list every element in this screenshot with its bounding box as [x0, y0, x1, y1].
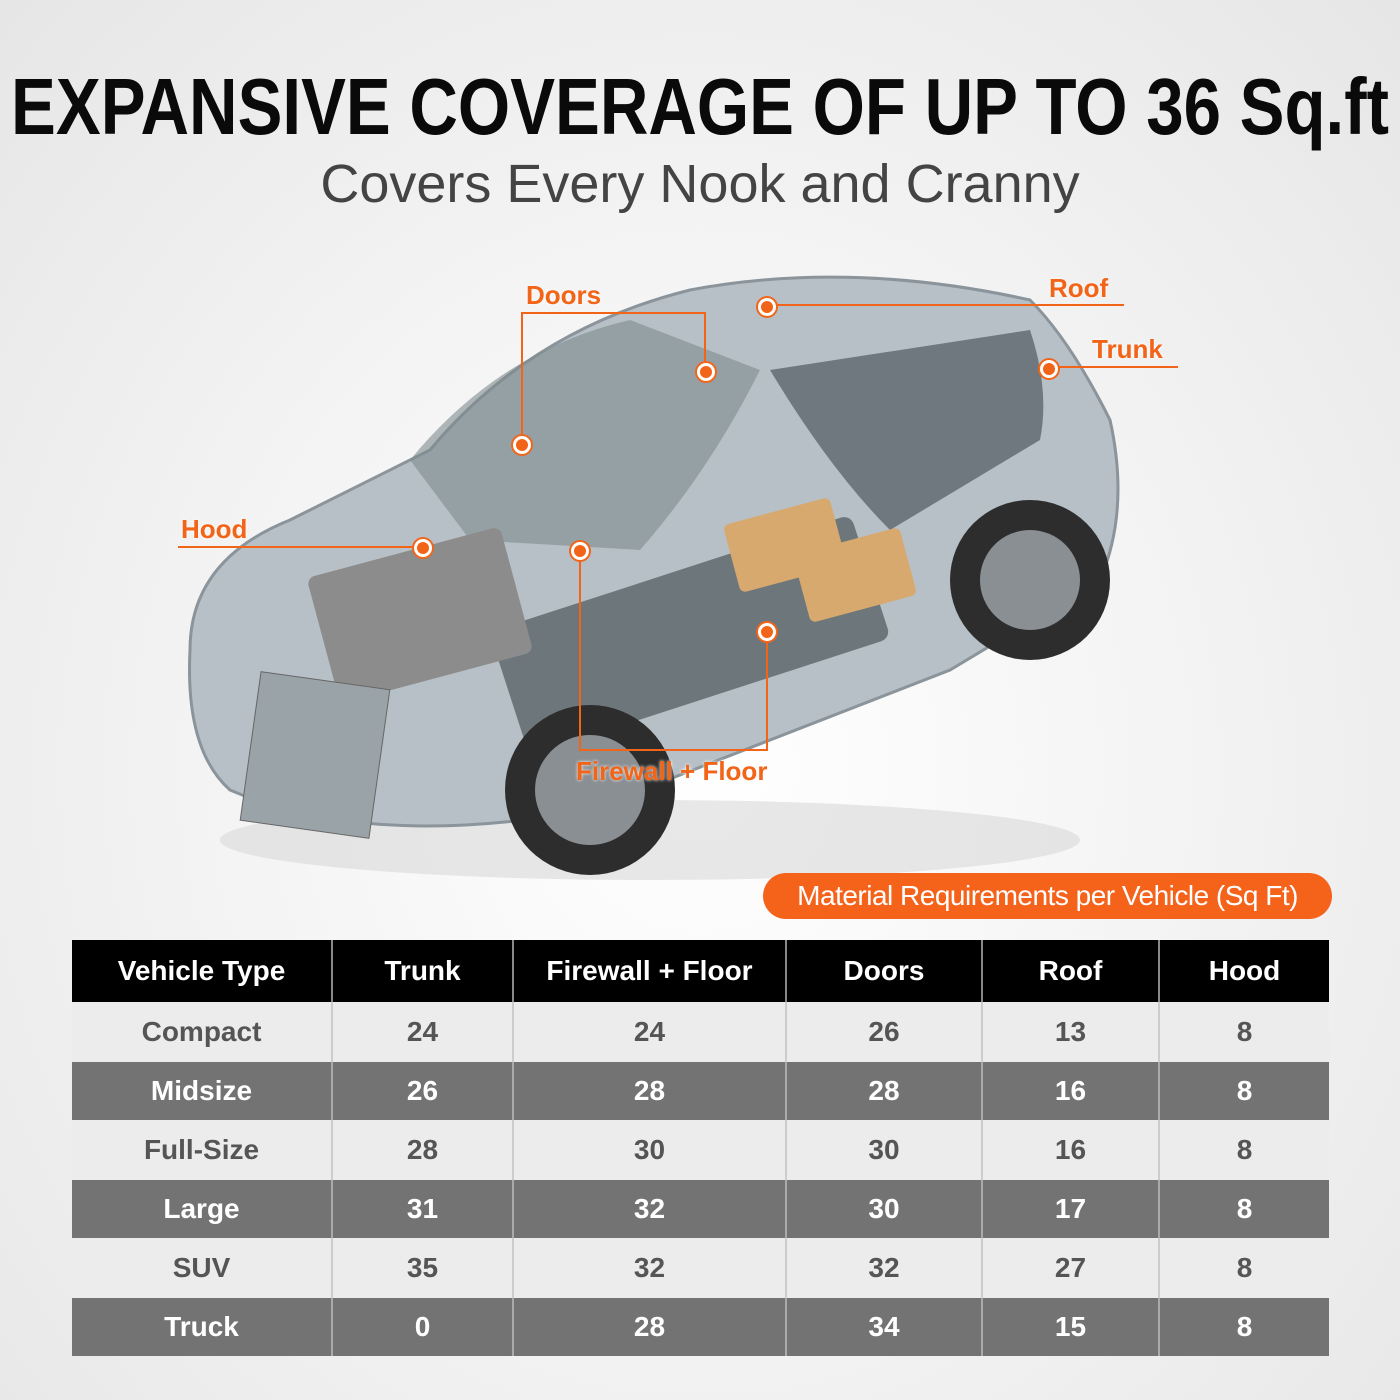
- value-cell: 32: [785, 1238, 982, 1298]
- value-cell: 30: [785, 1120, 982, 1180]
- vehicle-type-cell: Full-Size: [72, 1120, 332, 1180]
- vehicle-type-cell: Midsize: [72, 1062, 332, 1120]
- value-cell: 8: [1158, 1002, 1329, 1062]
- material-requirements-table: Vehicle Type Trunk Firewall + Floor Door…: [72, 940, 1329, 1356]
- vehicle-type-cell: Compact: [72, 1002, 332, 1062]
- value-cell: 8: [1158, 1120, 1329, 1180]
- table-header-row: Vehicle Type Trunk Firewall + Floor Door…: [72, 940, 1329, 1002]
- vehicle-type-cell: Large: [72, 1180, 332, 1238]
- value-cell: 16: [981, 1062, 1159, 1120]
- value-cell: 27: [981, 1238, 1159, 1298]
- vehicle-type-cell: SUV: [72, 1238, 332, 1298]
- callout-dot: [697, 363, 715, 381]
- table-row: Truck 0 28 34 15 8: [72, 1298, 1329, 1356]
- table-row: Compact 24 24 26 13 8: [72, 1002, 1329, 1062]
- callout-dot: [758, 298, 776, 316]
- callout-roof: Roof: [1049, 273, 1109, 303]
- value-cell: 16: [981, 1120, 1159, 1180]
- callout-firewall-floor: Firewall + Floor: [576, 756, 768, 786]
- table-caption-badge: Material Requirements per Vehicle (Sq Ft…: [763, 873, 1332, 919]
- callout-trunk: Trunk: [1092, 334, 1163, 364]
- value-cell: 8: [1158, 1238, 1329, 1298]
- value-cell: 35: [331, 1238, 513, 1298]
- callout-line: [579, 749, 768, 751]
- table-row: Large 31 32 30 17 8: [72, 1180, 1329, 1238]
- page-title: EXPANSIVE COVERAGE OF UP TO 36 Sq.ft: [11, 62, 1389, 151]
- column-header: Vehicle Type: [72, 940, 332, 1002]
- value-cell: 32: [512, 1180, 786, 1238]
- value-cell: 26: [331, 1062, 513, 1120]
- value-cell: 30: [512, 1120, 786, 1180]
- value-cell: 0: [331, 1298, 513, 1356]
- column-header: Hood: [1158, 940, 1329, 1002]
- callout-line: [521, 312, 705, 314]
- callout-line: [766, 630, 768, 750]
- callout-line: [178, 546, 422, 548]
- callout-line: [704, 312, 706, 370]
- value-cell: 31: [331, 1180, 513, 1238]
- car-cutaway-illustration: [188, 275, 1120, 880]
- value-cell: 26: [785, 1002, 982, 1062]
- page-subtitle: Covers Every Nook and Cranny: [320, 154, 1080, 214]
- callout-dot: [414, 539, 432, 557]
- callout-line: [1048, 366, 1178, 368]
- column-header: Firewall + Floor: [512, 940, 786, 1002]
- callout-line: [521, 312, 523, 444]
- value-cell: 8: [1158, 1180, 1329, 1238]
- value-cell: 28: [512, 1062, 786, 1120]
- column-header: Trunk: [331, 940, 513, 1002]
- value-cell: 30: [785, 1180, 982, 1238]
- value-cell: 17: [981, 1180, 1159, 1238]
- callout-dot: [1040, 360, 1058, 378]
- value-cell: 15: [981, 1298, 1159, 1356]
- value-cell: 13: [981, 1002, 1159, 1062]
- vehicle-type-cell: Truck: [72, 1298, 332, 1356]
- value-cell: 8: [1158, 1298, 1329, 1356]
- table-row: SUV 35 32 32 27 8: [72, 1238, 1329, 1298]
- callout-dot: [571, 542, 589, 560]
- value-cell: 28: [785, 1062, 982, 1120]
- callout-dot: [513, 436, 531, 454]
- callout-line: [766, 304, 1124, 306]
- value-cell: 28: [331, 1120, 513, 1180]
- value-cell: 8: [1158, 1062, 1329, 1120]
- value-cell: 34: [785, 1298, 982, 1356]
- callout-doors: Doors: [526, 280, 602, 310]
- value-cell: 24: [512, 1002, 786, 1062]
- callout-line: [579, 550, 581, 750]
- value-cell: 24: [331, 1002, 513, 1062]
- callout-dot: [758, 623, 776, 641]
- table-row: Full-Size 28 30 30 16 8: [72, 1120, 1329, 1180]
- callout-hood: Hood: [181, 514, 248, 544]
- value-cell: 32: [512, 1238, 786, 1298]
- table-row: Midsize 26 28 28 16 8: [72, 1062, 1329, 1120]
- column-header: Doors: [785, 940, 982, 1002]
- column-header: Roof: [981, 940, 1159, 1002]
- value-cell: 28: [512, 1298, 786, 1356]
